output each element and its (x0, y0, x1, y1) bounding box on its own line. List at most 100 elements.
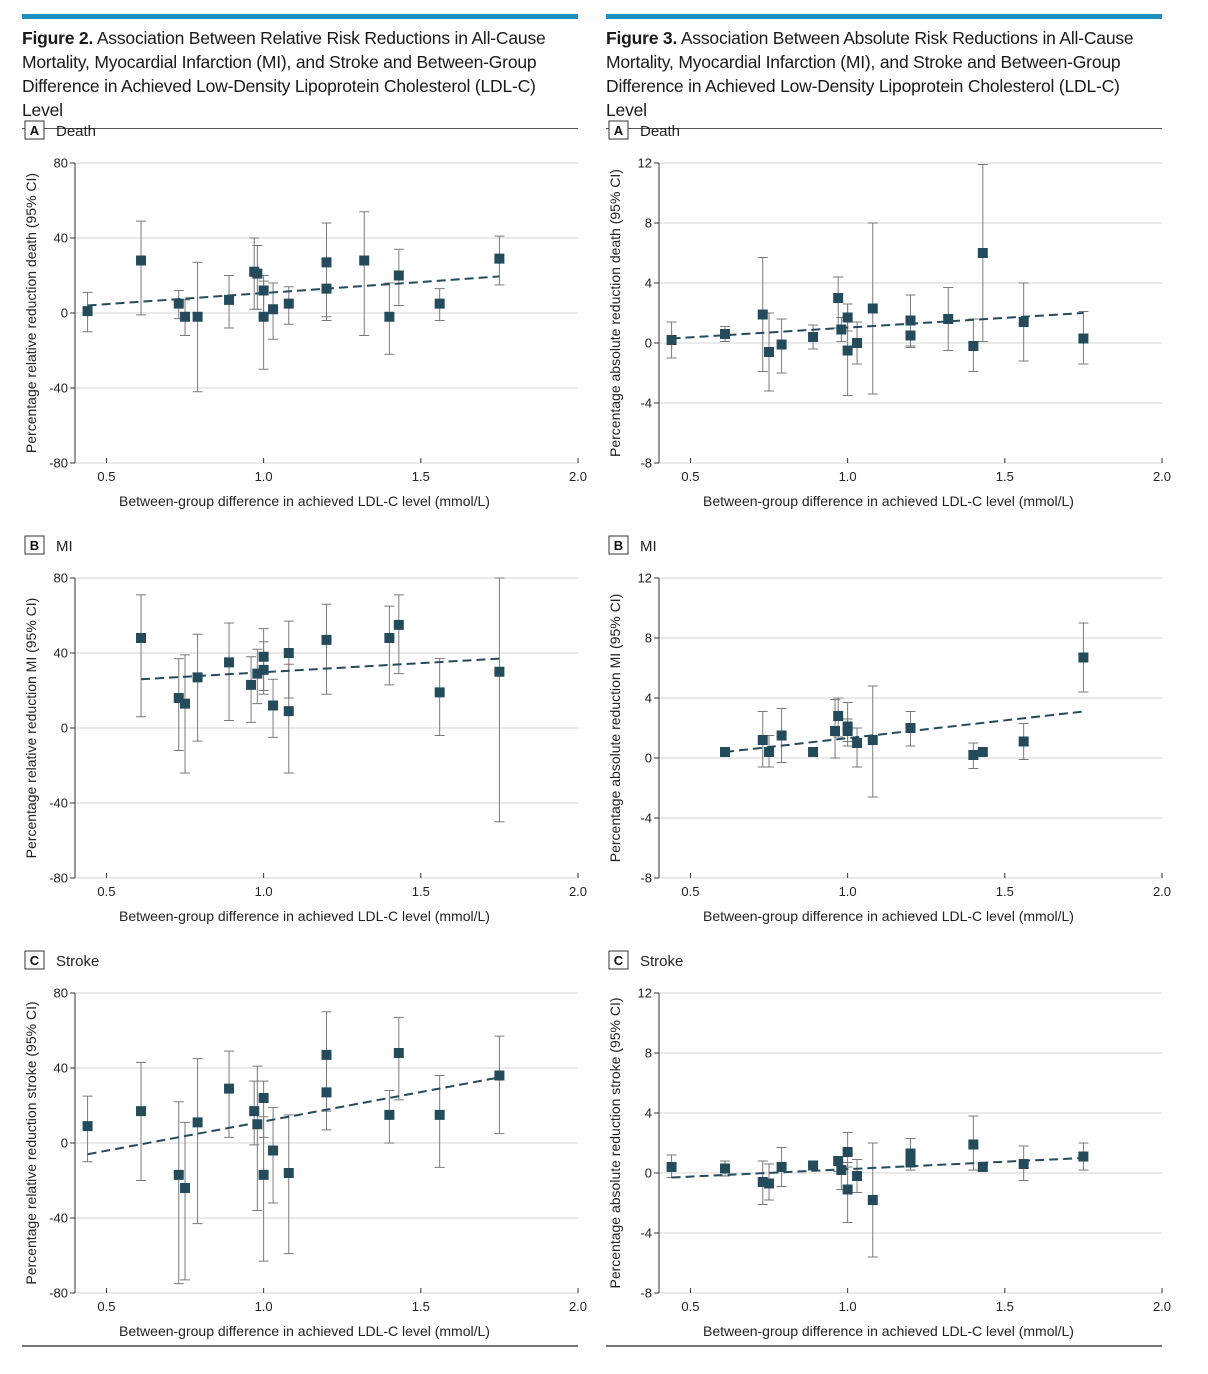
error-bar (284, 664, 294, 773)
panel-letter: B (30, 538, 39, 553)
x-tick-label: 0.5 (681, 469, 699, 484)
data-point (268, 304, 278, 314)
data-point (720, 1164, 730, 1174)
data-point (435, 687, 445, 697)
x-tick-label: 2.0 (1153, 884, 1171, 899)
x-tick-label: 1.0 (839, 1299, 857, 1314)
data-point (259, 312, 269, 322)
x-tick-label: 0.5 (97, 884, 115, 899)
data-point (667, 1162, 677, 1172)
chart-fig3-panel-c: C Stroke12840-4-80.5 1.0 1.5 2.0Between-grou… (606, 945, 1162, 1345)
panel-letter: A (614, 123, 624, 138)
data-point (906, 1149, 916, 1159)
data-point (259, 286, 269, 296)
figure-2-bottom-rule (22, 1345, 578, 1347)
data-point (259, 665, 269, 675)
data-point (852, 738, 862, 748)
error-bar (384, 606, 394, 685)
y-tick-label: -4 (640, 811, 652, 826)
data-point (1019, 317, 1029, 327)
data-point (968, 750, 978, 760)
y-tick-label: 0 (645, 336, 652, 351)
y-tick-label: 0 (61, 306, 68, 321)
data-point (284, 648, 294, 658)
data-point (943, 314, 953, 324)
y-tick-label: 12 (638, 156, 652, 171)
figure-3: Figure 3. Association Between Absolute R… (606, 14, 1162, 129)
error-bar (322, 604, 332, 694)
data-point (180, 699, 190, 709)
panel-name: Stroke (640, 953, 683, 970)
x-tick-label: 1.0 (839, 884, 857, 899)
x-tick-label: 2.0 (569, 1299, 587, 1314)
chart-fig2-panel-b: B MI 80 40 0 -40 -80 0.5 1.0 1.5 2.0 Between-group … (22, 530, 578, 930)
y-tick-label: 0 (645, 751, 652, 766)
y-tick-label: 40 (54, 1061, 68, 1076)
x-axis-label: Between-group difference in achieved LDL… (703, 908, 1074, 924)
data-point (180, 312, 190, 322)
data-point (843, 346, 853, 356)
data-point (259, 1093, 269, 1103)
y-tick-label: 0 (61, 1136, 68, 1151)
data-point (494, 254, 504, 264)
y-tick-label: -80 (49, 1286, 68, 1301)
panel-letter: C (30, 953, 40, 968)
data-point (758, 735, 768, 745)
x-tick-label: 1.5 (996, 884, 1014, 899)
data-point (394, 1048, 404, 1058)
y-axis-label: Percentage absolute reduction death (95%… (607, 169, 623, 457)
data-point (494, 667, 504, 677)
data-point (968, 341, 978, 351)
figure-caption: Association Between Relative Risk Reduct… (22, 28, 546, 120)
data-point (833, 711, 843, 721)
y-tick-label: -4 (640, 1226, 652, 1241)
x-tick-label: 1.0 (255, 1299, 273, 1314)
error-bar (193, 1059, 203, 1224)
data-point (833, 1156, 843, 1166)
data-point (322, 284, 332, 294)
x-tick-label: 2.0 (569, 884, 587, 899)
x-tick-label: 1.5 (412, 884, 430, 899)
data-point (843, 1147, 853, 1157)
data-point (777, 340, 787, 350)
y-tick-label: 40 (54, 231, 68, 246)
data-point (833, 293, 843, 303)
x-tick-label: 2.0 (1153, 469, 1171, 484)
y-axis-label: Percentage relative reduction MI (95% CI… (23, 598, 39, 859)
data-point (868, 1195, 878, 1205)
y-axis-label: Percentage absolute reduction stroke (95… (607, 997, 623, 1288)
data-point (249, 1106, 259, 1116)
data-point (246, 680, 256, 690)
error-bar (494, 1036, 504, 1134)
data-point (1019, 737, 1029, 747)
data-point (174, 1170, 184, 1180)
error-bar (136, 1062, 146, 1180)
panel-letter: A (30, 123, 40, 138)
figure-2: Figure 2. Association Between Relative R… (22, 14, 578, 129)
y-tick-label: 80 (54, 571, 68, 586)
data-point (268, 701, 278, 711)
panel-name: MI (56, 538, 73, 555)
data-point (322, 257, 332, 267)
y-tick-label: 0 (645, 1166, 652, 1181)
figure-number: Figure 3. (606, 28, 677, 48)
data-point (852, 338, 862, 348)
y-axis-label: Percentage relative reduction death (95%… (23, 173, 39, 453)
error-bar (224, 1051, 234, 1137)
data-point (852, 1171, 862, 1181)
figure-number: Figure 2. (22, 28, 93, 48)
y-tick-label: -80 (49, 456, 68, 471)
data-point (136, 1106, 146, 1116)
y-tick-label: -8 (640, 1286, 652, 1301)
data-point (322, 635, 332, 645)
data-point (494, 1071, 504, 1081)
data-point (136, 633, 146, 643)
figure-accent-bar (606, 14, 1162, 19)
data-point (836, 325, 846, 335)
y-tick-label: 0 (61, 721, 68, 736)
error-bar (193, 262, 203, 391)
y-tick-label: -8 (640, 871, 652, 886)
y-tick-label: -40 (49, 796, 68, 811)
panel-name: Death (640, 123, 680, 140)
x-tick-label: 0.5 (97, 1299, 115, 1314)
